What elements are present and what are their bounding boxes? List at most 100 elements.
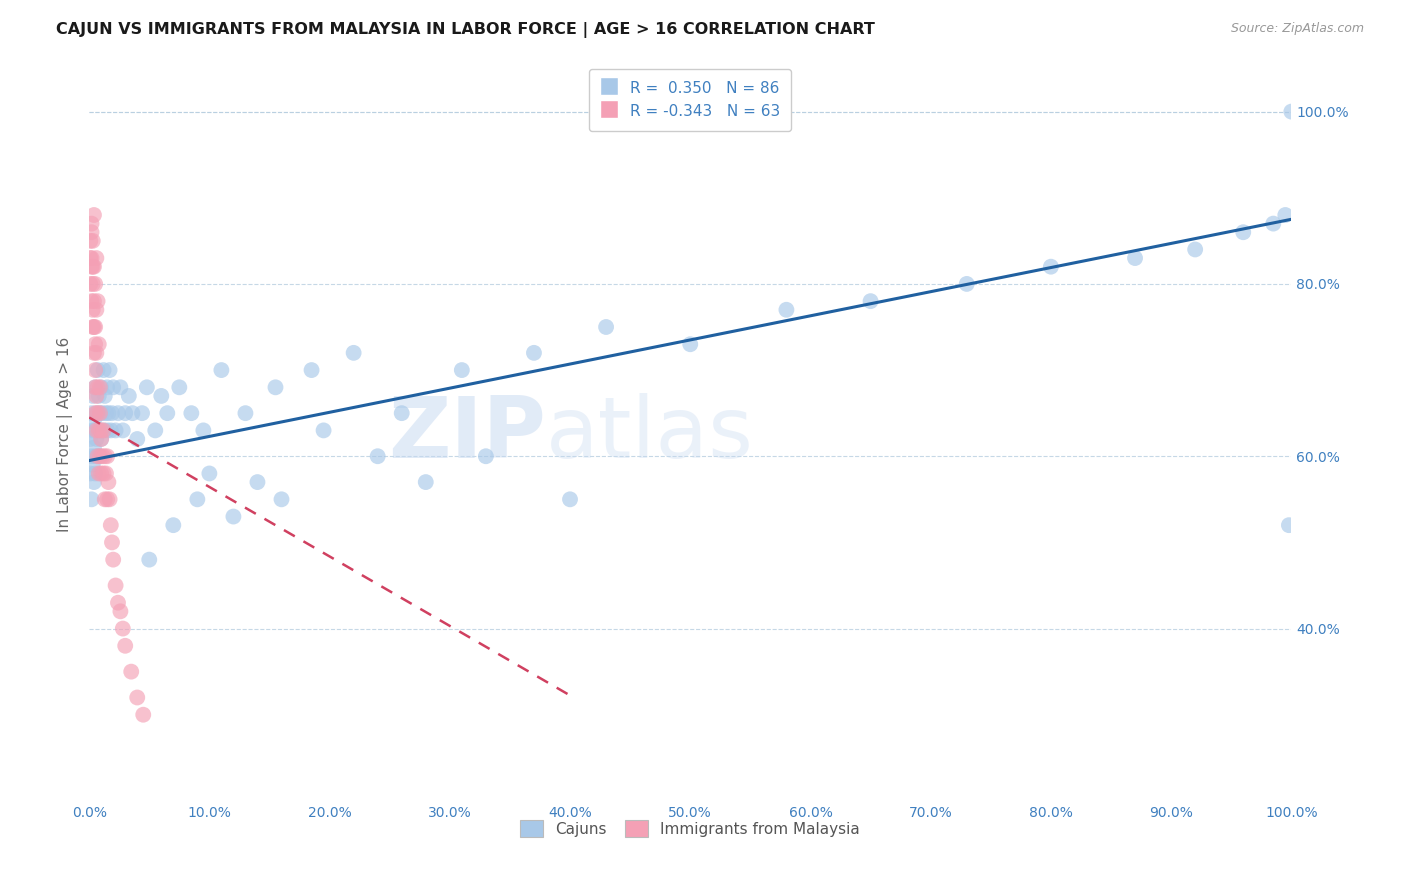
Point xyxy=(80,225,103,239)
Point xyxy=(86,406,108,420)
Point xyxy=(79,277,101,291)
Point xyxy=(312,424,335,438)
Point xyxy=(1184,243,1206,257)
Point xyxy=(89,449,111,463)
Point xyxy=(198,467,221,481)
Point xyxy=(110,380,132,394)
Point xyxy=(90,432,112,446)
Point xyxy=(775,302,797,317)
Point xyxy=(98,492,121,507)
Point xyxy=(595,320,617,334)
Point xyxy=(82,320,104,334)
Point xyxy=(87,337,110,351)
Point xyxy=(193,424,215,438)
Point xyxy=(84,380,107,394)
Point xyxy=(107,596,129,610)
Point xyxy=(679,337,702,351)
Point xyxy=(84,380,107,394)
Point xyxy=(132,707,155,722)
Point xyxy=(367,449,389,463)
Point xyxy=(107,406,129,420)
Point xyxy=(209,363,232,377)
Point xyxy=(83,441,105,455)
Point xyxy=(86,432,108,446)
Point xyxy=(86,449,108,463)
Point xyxy=(84,320,107,334)
Y-axis label: In Labor Force | Age > 16: In Labor Force | Age > 16 xyxy=(58,337,73,533)
Point xyxy=(89,380,111,394)
Point xyxy=(84,449,107,463)
Point xyxy=(558,492,581,507)
Point xyxy=(956,277,979,291)
Point xyxy=(235,406,257,420)
Point xyxy=(86,424,108,438)
Point xyxy=(91,449,114,463)
Point xyxy=(80,251,103,265)
Point xyxy=(222,509,245,524)
Point xyxy=(86,449,108,463)
Point xyxy=(1263,217,1285,231)
Point xyxy=(83,260,105,274)
Point xyxy=(87,424,110,438)
Point xyxy=(82,302,104,317)
Point xyxy=(96,492,118,507)
Point xyxy=(80,492,103,507)
Point xyxy=(100,424,122,438)
Point xyxy=(110,604,132,618)
Point xyxy=(84,406,107,420)
Point xyxy=(79,432,101,446)
Point xyxy=(96,424,118,438)
Point xyxy=(120,665,142,679)
Point xyxy=(135,380,157,394)
Point xyxy=(82,424,104,438)
Point xyxy=(93,424,115,438)
Point xyxy=(90,424,112,438)
Point xyxy=(84,337,107,351)
Point xyxy=(84,277,107,291)
Point xyxy=(1274,208,1296,222)
Point xyxy=(94,492,117,507)
Point xyxy=(143,424,166,438)
Point xyxy=(82,389,104,403)
Point xyxy=(83,208,105,222)
Point xyxy=(103,552,125,566)
Text: CAJUN VS IMMIGRANTS FROM MALAYSIA IN LABOR FORCE | AGE > 16 CORRELATION CHART: CAJUN VS IMMIGRANTS FROM MALAYSIA IN LAB… xyxy=(56,22,875,38)
Point xyxy=(79,467,101,481)
Point xyxy=(111,622,134,636)
Point xyxy=(90,432,112,446)
Point xyxy=(127,690,149,705)
Point xyxy=(83,346,105,360)
Point xyxy=(80,294,103,309)
Point xyxy=(101,406,124,420)
Point xyxy=(97,406,120,420)
Point xyxy=(96,449,118,463)
Point xyxy=(100,518,122,533)
Point xyxy=(83,294,105,309)
Point xyxy=(80,217,103,231)
Point xyxy=(111,424,134,438)
Point xyxy=(1279,104,1302,119)
Point xyxy=(1278,518,1301,533)
Point xyxy=(246,475,269,489)
Point xyxy=(82,458,104,472)
Point xyxy=(84,363,107,377)
Point xyxy=(86,389,108,403)
Point xyxy=(93,424,115,438)
Point xyxy=(94,406,117,420)
Point xyxy=(859,294,882,309)
Point xyxy=(89,449,111,463)
Point xyxy=(93,363,115,377)
Point xyxy=(118,389,141,403)
Point xyxy=(82,260,104,274)
Text: Source: ZipAtlas.com: Source: ZipAtlas.com xyxy=(1230,22,1364,36)
Point xyxy=(169,380,191,394)
Point xyxy=(80,449,103,463)
Point xyxy=(87,467,110,481)
Point xyxy=(79,234,101,248)
Point xyxy=(96,380,118,394)
Point xyxy=(131,406,153,420)
Point xyxy=(97,475,120,489)
Point xyxy=(162,518,184,533)
Point xyxy=(391,406,413,420)
Point xyxy=(1039,260,1062,274)
